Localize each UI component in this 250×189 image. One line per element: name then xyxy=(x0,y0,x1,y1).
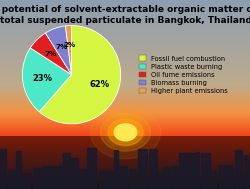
Text: 62%: 62% xyxy=(89,81,109,89)
Wedge shape xyxy=(45,26,71,75)
Wedge shape xyxy=(39,26,120,124)
Text: Oxidative potential of solvent-extractable organic matter of ambient
total suspe: Oxidative potential of solvent-extractab… xyxy=(0,5,250,25)
Circle shape xyxy=(100,113,150,151)
Text: 7%: 7% xyxy=(55,44,68,50)
Polygon shape xyxy=(0,148,250,189)
Text: 23%: 23% xyxy=(32,74,52,83)
Wedge shape xyxy=(30,33,71,75)
Text: 2%: 2% xyxy=(63,42,76,48)
Circle shape xyxy=(90,106,160,159)
Circle shape xyxy=(114,124,136,141)
Text: 7%: 7% xyxy=(44,51,57,57)
Wedge shape xyxy=(22,48,71,112)
Legend: Fossil fuel combustion, Plastic waste burning, Oil fume emissions, Biomass burni: Fossil fuel combustion, Plastic waste bu… xyxy=(138,55,228,94)
Circle shape xyxy=(108,119,142,146)
Wedge shape xyxy=(65,26,71,75)
